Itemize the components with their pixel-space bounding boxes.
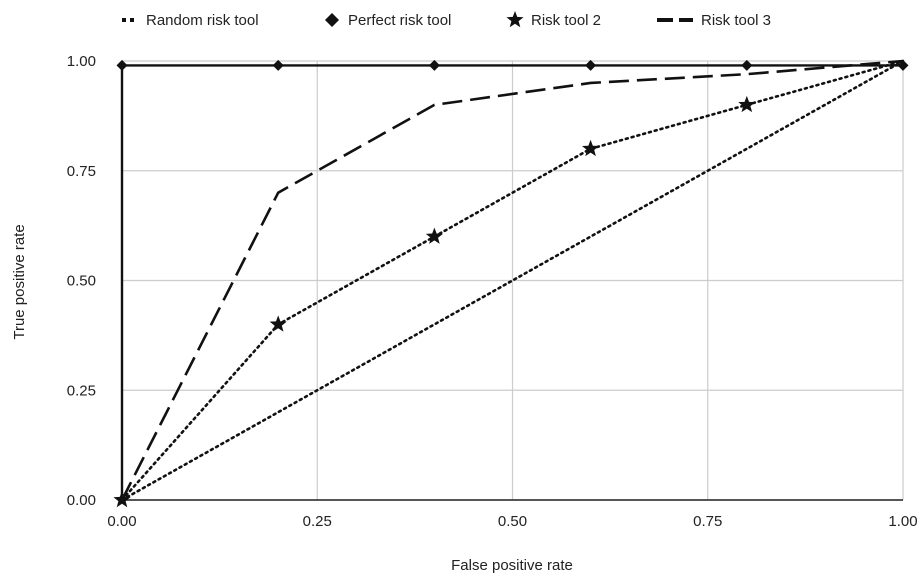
legend-label: Risk tool 2 xyxy=(531,12,601,29)
marker-perfect-risk-tool xyxy=(585,59,597,71)
x-tick-label: 1.00 xyxy=(888,513,917,530)
y-tick-label: 0.00 xyxy=(67,492,96,509)
series-line-risk-tool-3 xyxy=(120,59,904,501)
marker-perfect-risk-tool xyxy=(741,59,753,71)
x-tick-label: 0.75 xyxy=(693,513,722,530)
marker-perfect-risk-tool xyxy=(116,59,128,71)
marker-risk-tool-2 xyxy=(113,491,131,508)
marker-perfect-risk-tool xyxy=(428,59,440,71)
y-tick-label: 1.00 xyxy=(67,53,96,70)
y-tick-label: 0.50 xyxy=(67,273,96,290)
series-line-risk-tool-2 xyxy=(120,59,905,502)
legend-swatch xyxy=(325,13,339,27)
x-axis-label: False positive rate xyxy=(451,557,573,574)
legend-label: Risk tool 3 xyxy=(701,12,771,29)
x-tick-label: 0.50 xyxy=(498,513,527,530)
legend-item-risk-tool-3: Risk tool 3 xyxy=(657,12,771,29)
marker-perfect-risk-tool xyxy=(897,59,909,71)
marker-risk-tool-2 xyxy=(582,139,600,157)
y-tick-label: 0.25 xyxy=(67,382,96,399)
y-tick-label: 0.75 xyxy=(67,163,96,180)
legend-label: Perfect risk tool xyxy=(348,12,451,29)
marker-risk-tool-2 xyxy=(738,95,756,113)
series-line-random-risk-tool xyxy=(120,59,905,502)
y-axis-label: True positive rate xyxy=(11,224,28,339)
axis-layer: 0.00 0.25 0.50 0.75 1.00 0.00 0.25 0.50 0.75 1.00 xyxy=(67,53,918,530)
marker-risk-tool-2 xyxy=(269,315,287,332)
legend: Random risk tool Perfect risk tool Risk to… xyxy=(122,11,771,29)
legend-item-perfect-risk-tool: Perfect risk tool xyxy=(325,12,451,29)
x-tick-label: 0.00 xyxy=(107,513,136,530)
legend-swatch xyxy=(506,11,524,28)
marker-perfect-risk-tool xyxy=(272,59,284,71)
marker-layer xyxy=(113,59,909,508)
marker-risk-tool-2 xyxy=(425,227,443,244)
legend-label: Random risk tool xyxy=(146,12,259,29)
legend-item-random-risk-tool: Random risk tool xyxy=(122,12,259,29)
x-tick-label: 0.25 xyxy=(303,513,332,530)
legend-item-risk-tool-2: Risk tool 2 xyxy=(506,11,601,29)
